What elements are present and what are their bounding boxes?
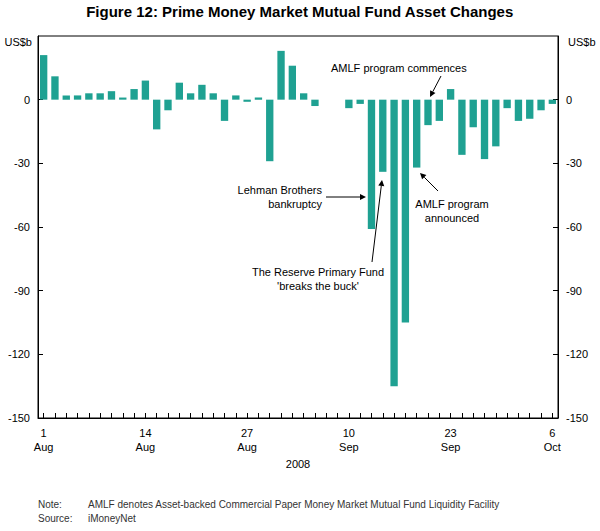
svg-text:0: 0 (24, 94, 30, 106)
svg-text:-150: -150 (8, 412, 30, 424)
svg-text:-30: -30 (14, 157, 30, 169)
svg-text:Source:: Source: (38, 513, 72, 524)
svg-text:1: 1 (41, 427, 47, 439)
svg-text:'breaks the buck': 'breaks the buck' (277, 280, 359, 292)
svg-text:Aug: Aug (34, 441, 54, 453)
svg-text:announced: announced (425, 212, 479, 224)
svg-text:US$b: US$b (568, 36, 596, 48)
svg-text:US$b: US$b (4, 36, 32, 48)
svg-text:-120: -120 (8, 348, 30, 360)
svg-text:Figure 12: Prime Money Market: Figure 12: Prime Money Market Mutual Fun… (86, 3, 513, 20)
svg-text:The Reserve Primary Fund: The Reserve Primary Fund (252, 266, 384, 278)
svg-text:23: 23 (444, 427, 456, 439)
svg-text:-90: -90 (14, 285, 30, 297)
svg-text:Oct: Oct (544, 441, 561, 453)
svg-text:Sep: Sep (339, 441, 359, 453)
svg-text:Aug: Aug (136, 441, 156, 453)
svg-text:2008: 2008 (286, 458, 310, 470)
svg-text:14: 14 (139, 427, 151, 439)
svg-text:-30: -30 (566, 157, 582, 169)
svg-text:Lehman Brothers: Lehman Brothers (238, 184, 323, 196)
svg-text:Aug: Aug (237, 441, 257, 453)
svg-text:-60: -60 (566, 221, 582, 233)
svg-text:10: 10 (343, 427, 355, 439)
svg-text:-60: -60 (14, 221, 30, 233)
svg-text:Note:: Note: (38, 499, 62, 510)
svg-text:27: 27 (241, 427, 253, 439)
svg-text:iMoneyNet: iMoneyNet (88, 513, 136, 524)
svg-text:AMLF denotes Asset-backed Comm: AMLF denotes Asset-backed Commercial Pap… (88, 499, 499, 510)
svg-text:0: 0 (566, 94, 572, 106)
svg-text:Sep: Sep (441, 441, 461, 453)
svg-text:AMLF program commences: AMLF program commences (331, 62, 467, 74)
svg-text:bankruptcy: bankruptcy (268, 198, 322, 210)
svg-text:-150: -150 (566, 412, 588, 424)
svg-text:-120: -120 (566, 348, 588, 360)
svg-text:AMLF program: AMLF program (415, 198, 488, 210)
svg-text:-90: -90 (566, 285, 582, 297)
svg-text:6: 6 (549, 427, 555, 439)
